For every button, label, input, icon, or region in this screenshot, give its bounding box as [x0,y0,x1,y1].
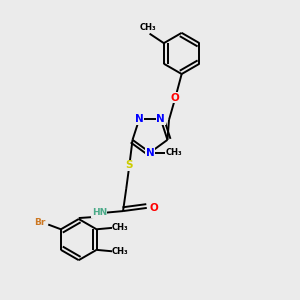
Text: N: N [135,114,144,124]
Text: CH₃: CH₃ [165,148,182,157]
Text: HN: HN [92,208,107,217]
Text: O: O [149,203,158,213]
Text: N: N [146,148,154,158]
Text: CH₃: CH₃ [140,23,156,32]
Text: CH₃: CH₃ [112,223,129,232]
Text: Br: Br [34,218,46,226]
Text: N: N [156,114,165,124]
Text: CH₃: CH₃ [112,247,129,256]
Text: S: S [126,160,133,170]
Text: O: O [171,93,180,103]
